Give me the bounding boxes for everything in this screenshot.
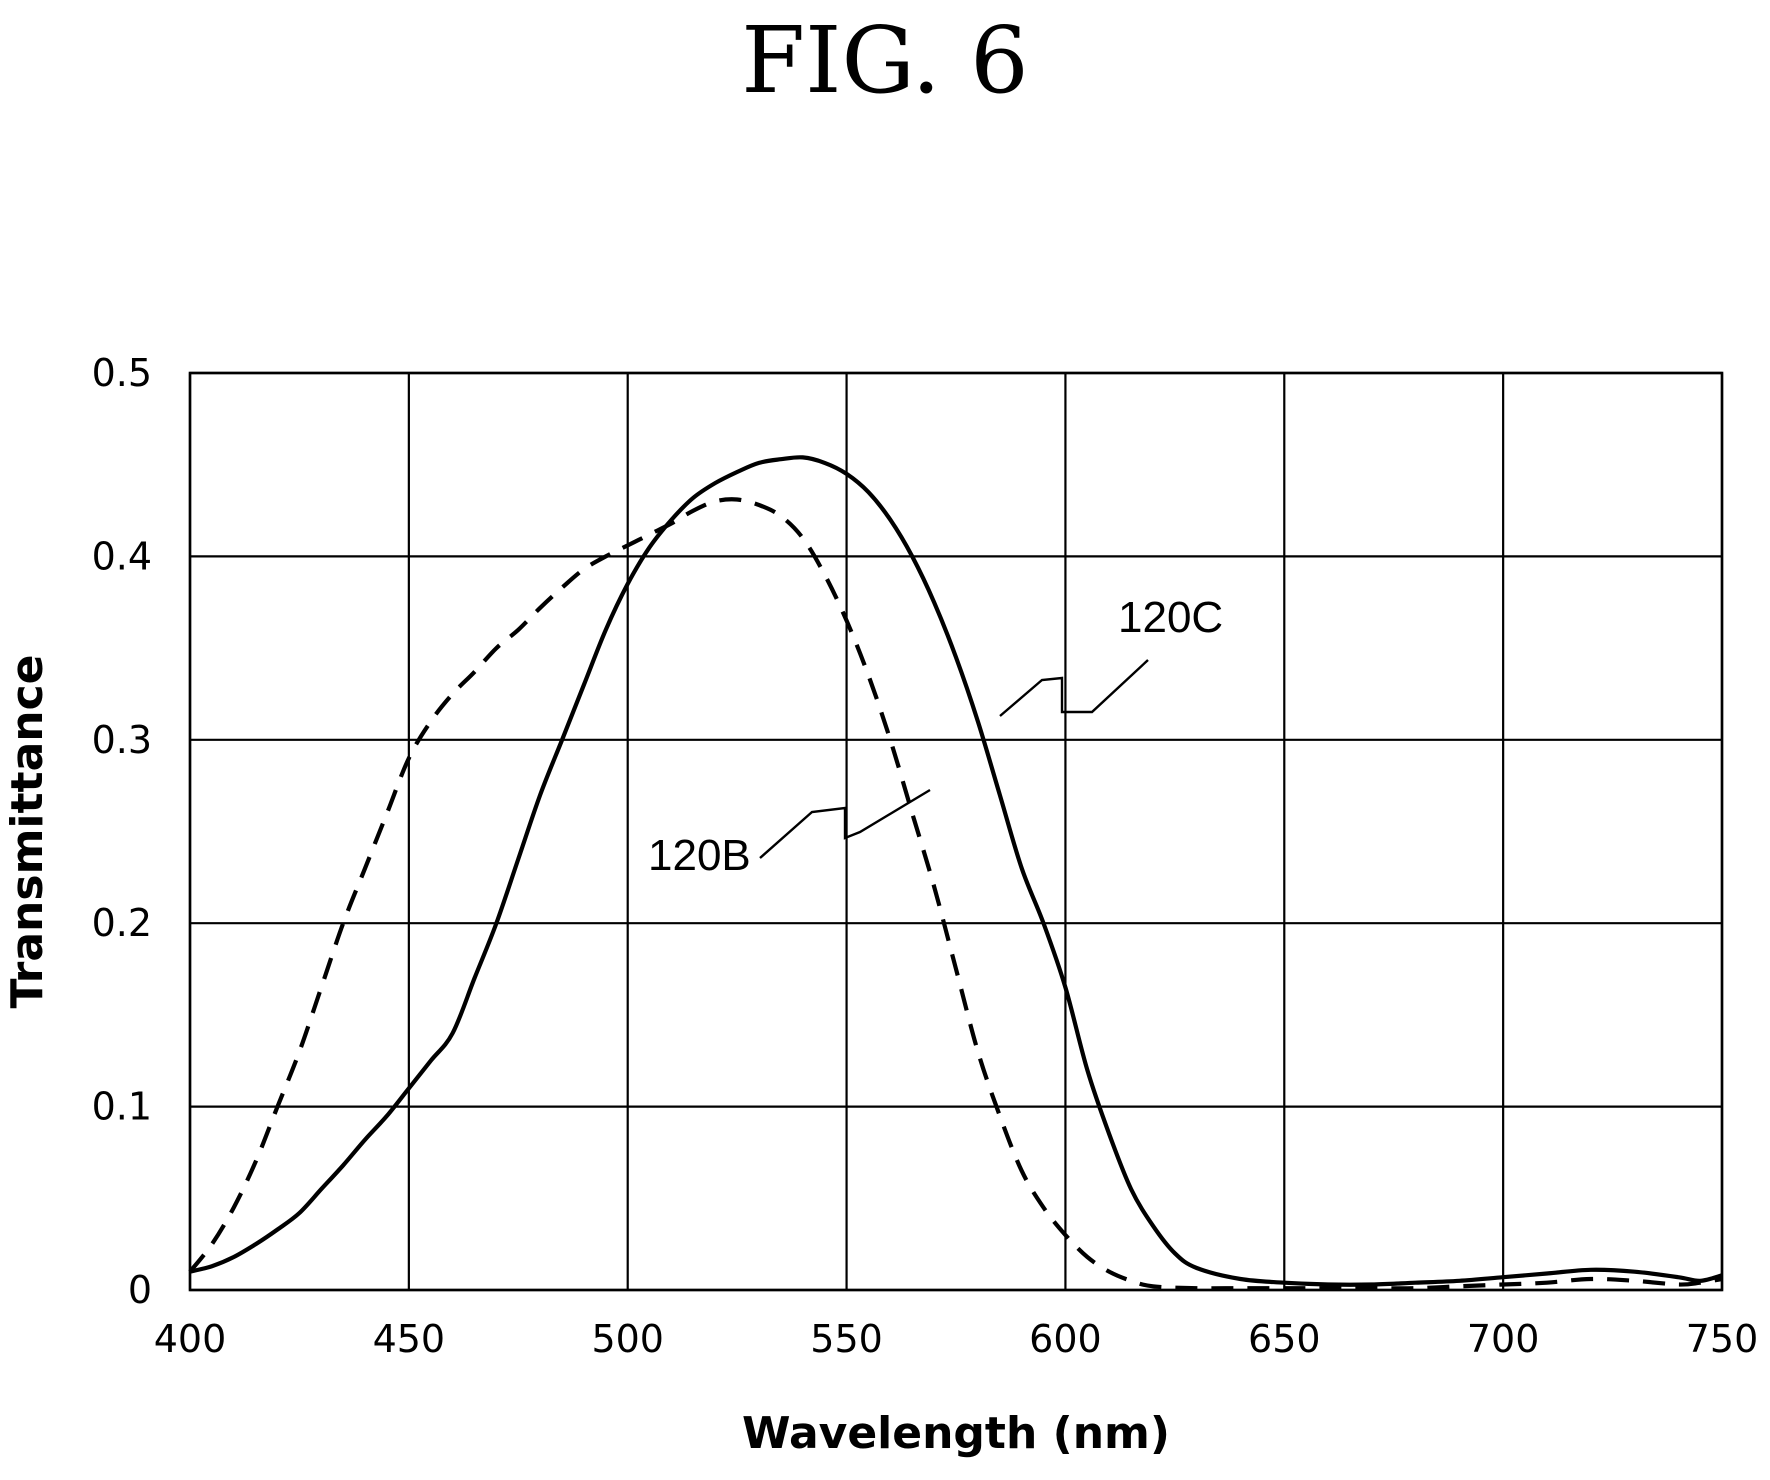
y-tick-labels: 0 0.1 0.2 0.3 0.4 0.5 [92,351,152,1312]
x-tick-label: 450 [373,1317,446,1361]
y-tick-label: 0.2 [92,901,152,945]
y-tick-label: 0.5 [92,351,152,395]
x-tick-label: 550 [810,1317,883,1361]
plot-frame [188,371,1724,1292]
annotation-leader-120c [999,659,1149,717]
x-tick-label: 400 [154,1317,227,1361]
x-tick-label: 750 [1686,1317,1759,1361]
y-tick-label: 0.3 [92,718,152,762]
annotation-leader-120b [759,788,931,859]
x-tick-label: 700 [1467,1317,1540,1361]
grid [188,371,1724,1292]
series-lines [188,455,1723,1291]
y-axis-title: Transmittance [2,654,53,1008]
x-tick-label: 650 [1248,1317,1321,1361]
figure-title: FIG. 6 [741,7,1028,114]
y-tick-label: 0 [128,1268,152,1312]
series-line-120c [189,455,1723,1287]
series-line-120b [188,497,1723,1291]
y-tick-label: 0.4 [92,534,152,578]
y-tick-label: 0.1 [92,1085,152,1129]
x-tick-label: 500 [591,1317,664,1361]
annotation-label-120c: 120C [1118,593,1223,642]
x-tick-labels: 400 450 500 550 600 650 700 750 [154,1317,1759,1361]
annotations: 120B 120C [648,593,1223,880]
x-axis-title: Wavelength (nm) [742,1408,1170,1459]
annotation-label-120b: 120B [648,831,751,880]
x-tick-label: 600 [1029,1317,1102,1361]
